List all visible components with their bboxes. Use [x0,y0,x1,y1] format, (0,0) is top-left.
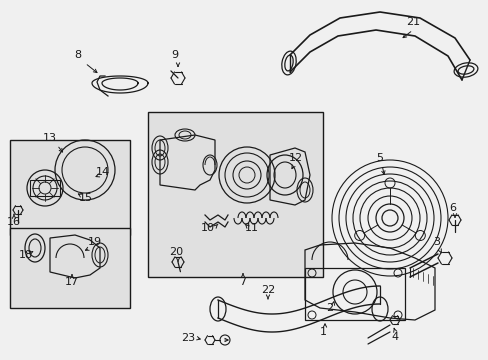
Text: 20: 20 [168,247,183,257]
Text: 12: 12 [288,153,303,163]
Bar [10,140,130,235]
Text: 8: 8 [74,50,81,60]
Text: 9: 9 [171,50,178,60]
Bar [305,268,404,320]
Text: 16: 16 [7,217,21,227]
Text: 18: 18 [19,250,33,260]
Text: 14: 14 [96,167,110,177]
Text: 19: 19 [88,237,102,247]
Text: 15: 15 [79,193,93,203]
Text: 1: 1 [319,327,326,337]
Text: 3: 3 [433,237,440,247]
Text: 10: 10 [201,223,215,233]
Text: 13: 13 [43,133,57,143]
Text: 6: 6 [448,203,456,213]
Bar [10,228,130,308]
Text: 11: 11 [244,223,259,233]
Text: 17: 17 [65,277,79,287]
Text: 23: 23 [181,333,195,343]
Bar [148,112,323,277]
Text: 2: 2 [326,303,333,313]
Text: 5: 5 [376,153,383,163]
Text: 21: 21 [405,17,419,27]
Text: 4: 4 [390,332,398,342]
Text: 22: 22 [260,285,275,295]
Text: 7: 7 [239,277,246,287]
Bar [30,180,60,196]
